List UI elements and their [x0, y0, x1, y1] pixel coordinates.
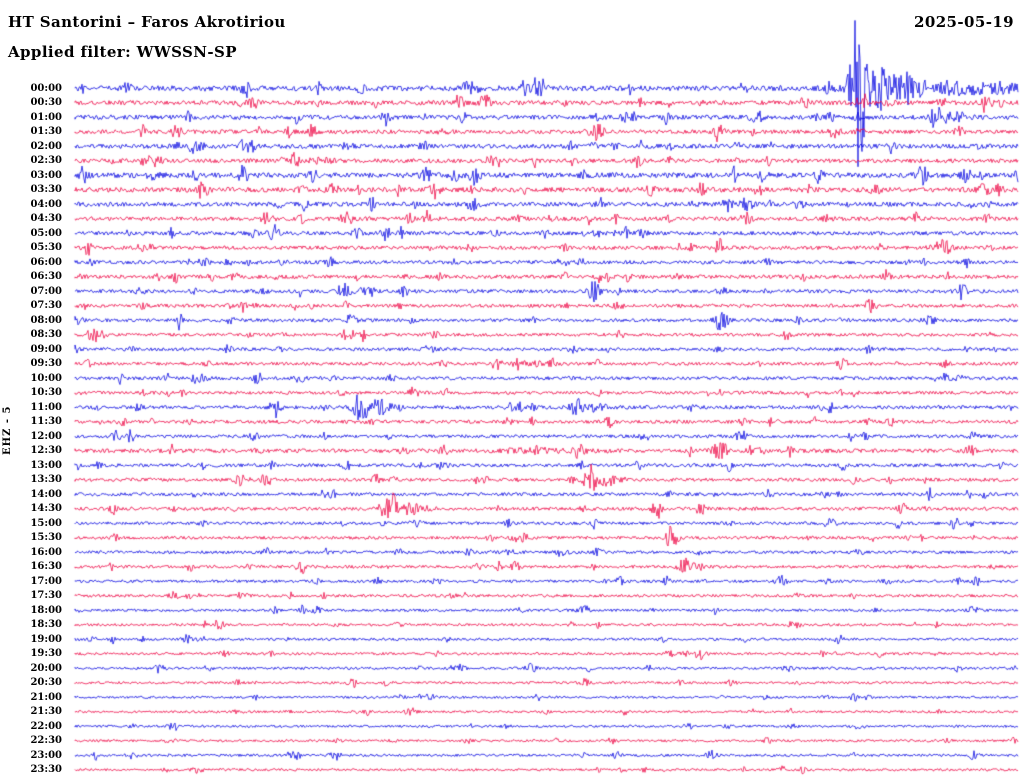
record-date: 2025-05-19 [914, 13, 1014, 31]
time-label: 13:00 [30, 459, 62, 471]
time-label: 12:00 [30, 430, 62, 442]
time-label: 08:30 [30, 329, 62, 341]
time-label: 21:00 [30, 691, 62, 703]
time-label: 02:00 [30, 140, 62, 152]
time-label: 06:30 [30, 271, 62, 283]
time-label: 14:30 [30, 503, 62, 515]
time-label: 02:30 [30, 155, 62, 167]
time-label: 20:00 [30, 662, 62, 674]
time-label: 05:30 [30, 242, 62, 254]
time-label: 13:30 [30, 474, 62, 486]
time-label: 16:30 [30, 561, 62, 573]
time-label: 05:00 [30, 227, 62, 239]
time-label: 11:00 [30, 401, 62, 413]
time-label: 07:30 [30, 300, 62, 312]
time-label: 08:00 [30, 314, 62, 326]
time-label: 22:30 [30, 735, 62, 747]
time-label: 12:30 [30, 445, 62, 457]
time-label: 11:30 [30, 416, 62, 428]
time-label: 09:00 [30, 343, 62, 355]
time-label: 09:30 [30, 358, 62, 370]
filter-label: Applied filter: WWSSN-SP [8, 43, 237, 61]
time-label: 01:00 [30, 111, 62, 123]
time-label: 18:30 [30, 619, 62, 631]
time-label: 17:00 [30, 575, 62, 587]
time-label: 04:30 [30, 213, 62, 225]
time-label: 19:30 [30, 648, 62, 660]
time-label: 15:00 [30, 517, 62, 529]
time-label: 20:30 [30, 677, 62, 689]
time-label: 23:00 [30, 749, 62, 761]
time-label: 15:30 [30, 532, 62, 544]
time-label: 23:30 [30, 764, 62, 776]
time-label: 22:00 [30, 720, 62, 732]
time-label: 00:00 [30, 82, 62, 94]
time-label: 10:00 [30, 372, 62, 384]
time-label: 17:30 [30, 590, 62, 602]
station-title: HT Santorini – Faros Akrotiriou [8, 13, 286, 31]
time-label: 10:30 [30, 387, 62, 399]
time-label: 03:00 [30, 169, 62, 181]
time-label: 16:00 [30, 546, 62, 558]
time-label: 01:30 [30, 126, 62, 138]
time-label: 21:30 [30, 706, 62, 718]
time-label: 07:00 [30, 285, 62, 297]
time-label: 03:30 [30, 184, 62, 196]
time-label: 18:00 [30, 604, 62, 616]
time-label: 04:00 [30, 198, 62, 210]
time-label: 06:00 [30, 256, 62, 268]
time-label: 14:00 [30, 488, 62, 500]
time-label: 00:30 [30, 97, 62, 109]
time-label: 19:00 [30, 633, 62, 645]
